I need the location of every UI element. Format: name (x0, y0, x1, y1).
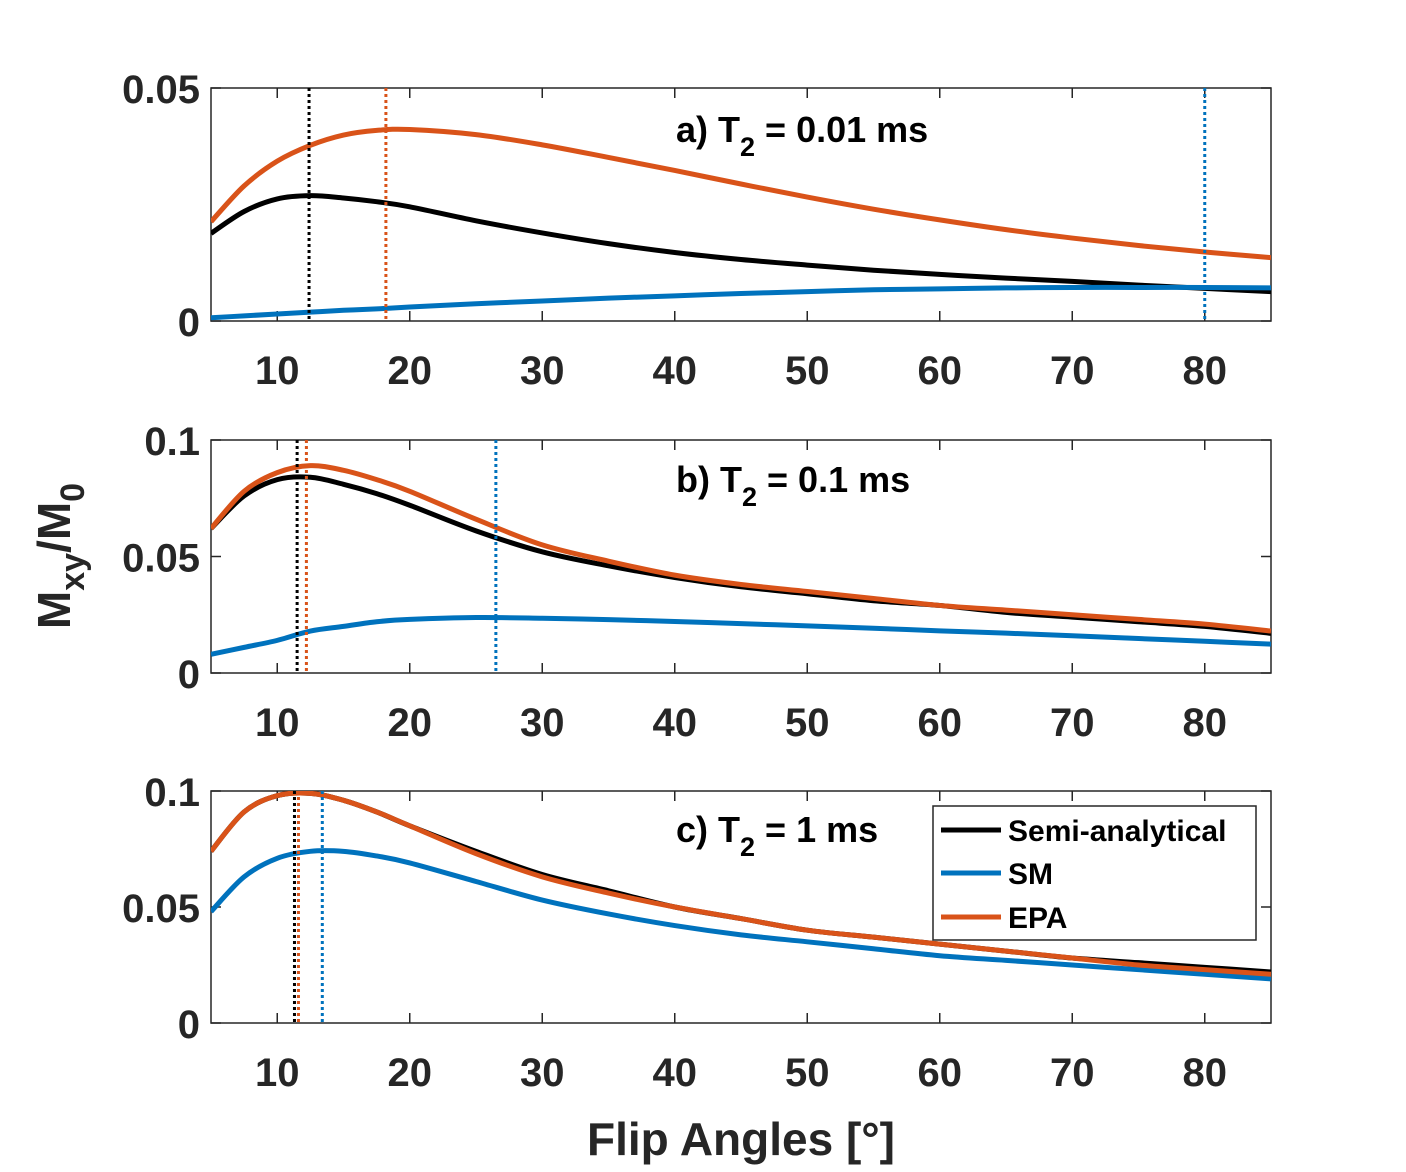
y-tick-label-b-1: 0.05 (122, 537, 200, 581)
x-tick-label-c-60: 60 (918, 1051, 963, 1095)
panel-title-subscript-b: 2 (742, 482, 757, 512)
panel-title-subscript-a: 2 (740, 132, 755, 162)
series-line-a-epa (211, 126, 1271, 261)
x-tick-label-c-80: 80 (1183, 1051, 1228, 1095)
y-axis-label-subscript-0: 0 (54, 483, 92, 502)
panel-title-prefix-a: a) T (676, 109, 740, 150)
series-line-b-sm (211, 615, 1271, 657)
x-tick-label-c-30: 30 (520, 1051, 565, 1095)
x-tick-label-b-80: 80 (1183, 701, 1228, 745)
legend: Semi-analytical SM EPA (932, 805, 1257, 941)
y-tick-label-c-2: 0.1 (144, 771, 200, 815)
y-axis-label-subscript-xy: xy (54, 553, 92, 591)
panel-title-prefix-c: c) T (676, 809, 740, 850)
series-group-b (211, 440, 1271, 673)
panel-b: 10 20 30 40 50 60 70 80 0 0.05 0.1 b) T2 = 0.1 ms (122, 420, 1272, 745)
panel-title-prefix-b: b) T (676, 459, 742, 500)
x-tick-label-c-40: 40 (653, 1051, 698, 1095)
panel-title-subscript-c: 2 (740, 832, 755, 862)
series-line-c-epa (211, 791, 1271, 977)
legend-label-semi-analytical: Semi-analytical (1008, 815, 1226, 848)
x-tick-label-c-70: 70 (1050, 1051, 1095, 1095)
y-axis-label-main: M (28, 591, 80, 629)
x-tick-label-b-60: 60 (918, 701, 963, 745)
x-tick-label-a-50: 50 (785, 349, 830, 393)
panel-title-suffix-b: = 0.1 ms (757, 459, 910, 500)
x-tick-label-a-10: 10 (255, 349, 300, 393)
y-axis-label-slash: /M (28, 502, 80, 553)
x-tick-label-b-70: 70 (1050, 701, 1095, 745)
series-group-c (211, 791, 1271, 1023)
y-axis-label: Mxy/M0 (28, 483, 92, 629)
x-tick-label-b-50: 50 (785, 701, 830, 745)
x-tick-label-a-40: 40 (653, 349, 698, 393)
panel-c: 10 20 30 40 50 60 70 80 0 0.05 0.1 c) T2 = 1 ms (122, 771, 1272, 1095)
legend-label-sm: SM (1008, 858, 1053, 891)
panel-title-c: c) T2 = 1 ms (676, 809, 878, 862)
y-tick-label-a-0: 0 (178, 301, 200, 345)
legend-label-epa: EPA (1008, 902, 1067, 935)
x-tick-label-b-10: 10 (255, 701, 300, 745)
x-tick-label-a-30: 30 (520, 349, 565, 393)
x-tick-label-c-50: 50 (785, 1051, 830, 1095)
panel-title-a: a) T2 = 0.01 ms (676, 109, 928, 162)
x-tick-label-a-70: 70 (1050, 349, 1095, 393)
series-line-a-sm (211, 284, 1271, 321)
series-line-c-sm (211, 848, 1271, 982)
y-tick-label-b-2: 0.1 (144, 420, 200, 464)
x-tick-label-c-10: 10 (255, 1051, 300, 1095)
x-tick-label-b-30: 30 (520, 701, 565, 745)
series-line-b-epa (211, 463, 1271, 634)
panel-a: 10 20 30 40 50 60 70 80 0 0.05 a) T2 = 0.01 ms (122, 68, 1272, 393)
x-tick-label-c-20: 20 (388, 1051, 433, 1095)
x-tick-label-a-80: 80 (1183, 349, 1228, 393)
series-group-a (211, 88, 1271, 321)
panel-title-suffix-a: = 0.01 ms (755, 109, 928, 150)
x-axis-label: Flip Angles [°] (587, 1113, 895, 1165)
x-tick-label-a-60: 60 (918, 349, 963, 393)
panel-title-b: b) T2 = 0.1 ms (676, 459, 910, 512)
x-tick-label-b-40: 40 (653, 701, 698, 745)
x-tick-label-a-20: 20 (388, 349, 433, 393)
y-tick-label-c-1: 0.05 (122, 887, 200, 931)
series-line-a-semi-analytical (211, 193, 1271, 295)
panel-title-suffix-c: = 1 ms (755, 809, 878, 850)
y-tick-label-a-1: 0.05 (122, 68, 200, 112)
y-tick-label-b-0: 0 (178, 653, 200, 697)
x-tick-label-b-20: 20 (388, 701, 433, 745)
y-tick-label-c-0: 0 (178, 1003, 200, 1047)
